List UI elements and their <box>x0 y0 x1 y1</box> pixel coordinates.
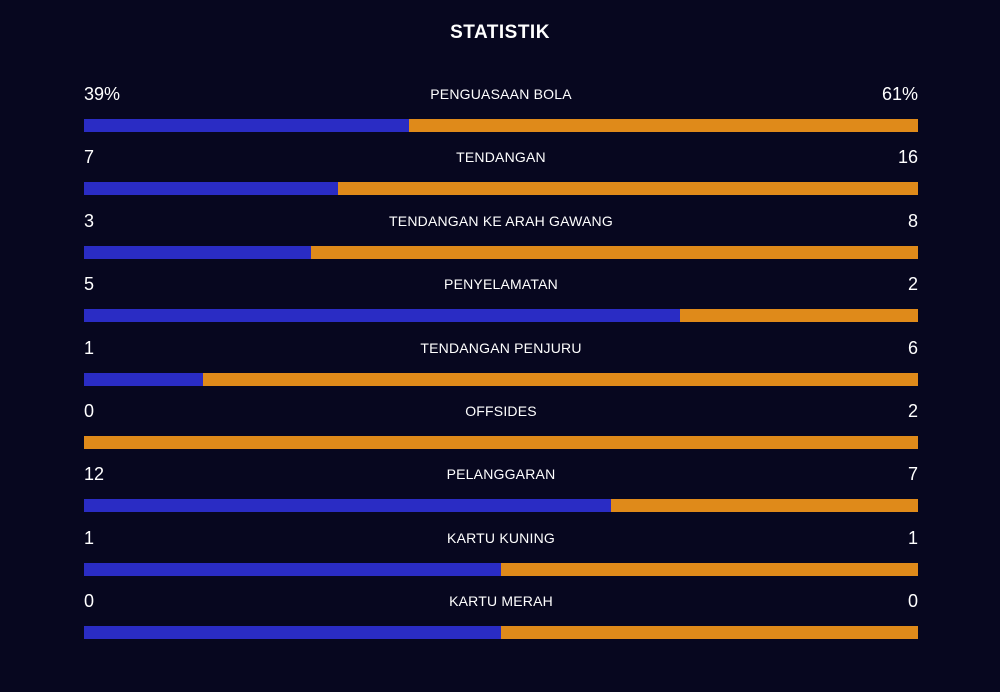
home-bar-segment <box>84 309 680 323</box>
away-bar-segment <box>610 499 918 513</box>
home-bar-segment <box>84 372 204 386</box>
home-value: 1 <box>84 527 95 548</box>
stat-bar <box>84 245 918 259</box>
stat-bar <box>84 626 918 640</box>
stat-name: TENDANGAN <box>456 149 546 166</box>
away-value: 61% <box>881 84 918 104</box>
stat-labels: 5 PENYELAMATAN 2 <box>84 270 918 299</box>
away-bar-segment <box>679 309 918 323</box>
stat-name: PELANGGARAN <box>446 466 556 483</box>
stat-name: TENDANGAN PENJURU <box>420 339 582 356</box>
stat-name: OFFSIDES <box>465 402 537 419</box>
stat-labels: 0 OFFSIDES 2 <box>84 397 918 426</box>
away-bar-segment <box>311 245 918 259</box>
stat-name: KARTU KUNING <box>447 529 555 546</box>
stat-labels: 1 TENDANGAN PENJURU 6 <box>84 334 918 363</box>
stat-row: 1 KARTU KUNING 1 <box>84 524 918 587</box>
away-value: 2 <box>907 274 918 295</box>
stat-bar <box>84 182 918 196</box>
away-bar-segment <box>84 435 918 449</box>
stat-bar <box>84 562 918 576</box>
away-bar-segment <box>409 119 918 132</box>
away-bar-segment <box>337 182 918 196</box>
away-value: 16 <box>897 147 918 168</box>
away-value: 0 <box>907 591 918 612</box>
home-value: 39% <box>84 84 121 104</box>
home-bar-segment <box>84 499 611 513</box>
stat-labels: 1 KARTU KUNING 1 <box>84 524 918 553</box>
home-bar-segment <box>84 562 501 576</box>
away-value: 1 <box>907 527 918 548</box>
home-bar-segment <box>84 626 501 640</box>
stat-labels: 0 KARTU MERAH 0 <box>84 587 918 616</box>
home-bar-segment <box>84 245 312 259</box>
stat-bar <box>84 435 918 449</box>
stat-labels: 3 TENDANGAN KE ARAH GAWANG 8 <box>84 207 918 236</box>
stat-row: 0 OFFSIDES 2 <box>84 397 918 460</box>
stat-name: TENDANGAN KE ARAH GAWANG <box>389 212 613 229</box>
stat-row: 7 TENDANGAN 16 <box>84 143 918 206</box>
stat-row: 3 TENDANGAN KE ARAH GAWANG 8 <box>84 207 918 270</box>
away-value: 7 <box>907 464 918 485</box>
stat-name: PENYELAMATAN <box>444 276 558 293</box>
stat-row: 39% PENGUASAAN BOLA 61% <box>84 80 918 143</box>
home-bar-segment <box>84 182 338 196</box>
stat-row: 0 KARTU MERAH 0 <box>84 587 918 650</box>
stat-row: 5 PENYELAMATAN 2 <box>84 270 918 333</box>
stat-labels: 39% PENGUASAAN BOLA 61% <box>84 80 918 109</box>
stat-labels: 7 TENDANGAN 16 <box>84 143 918 172</box>
stat-labels: 12 PELANGGARAN 7 <box>84 460 918 489</box>
away-value: 2 <box>907 400 918 421</box>
home-value: 5 <box>84 274 95 295</box>
stat-bar <box>84 499 918 513</box>
away-bar-segment <box>501 562 918 576</box>
home-value: 7 <box>84 147 95 168</box>
home-value: 1 <box>84 337 95 358</box>
home-value: 0 <box>84 591 95 612</box>
away-bar-segment <box>501 626 918 640</box>
stat-row: 12 PELANGGARAN 7 <box>84 460 918 523</box>
stat-name: PENGUASAAN BOLA <box>430 86 572 102</box>
home-bar-segment <box>84 119 410 132</box>
stat-name: KARTU MERAH <box>449 593 553 610</box>
page-title: STATISTIK <box>450 22 550 43</box>
stat-bar <box>84 309 918 323</box>
away-bar-segment <box>203 372 918 386</box>
stat-bar <box>84 119 918 132</box>
home-value: 12 <box>84 464 105 485</box>
stats-list: 39% PENGUASAAN BOLA 61% 7 TENDANGAN 16 3 TENDAN… <box>84 80 918 651</box>
stat-bar <box>84 372 918 386</box>
stat-row: 1 TENDANGAN PENJURU 6 <box>84 334 918 397</box>
home-value: 0 <box>84 400 95 421</box>
away-value: 6 <box>907 337 918 358</box>
home-value: 3 <box>84 210 95 231</box>
away-value: 8 <box>907 210 918 231</box>
